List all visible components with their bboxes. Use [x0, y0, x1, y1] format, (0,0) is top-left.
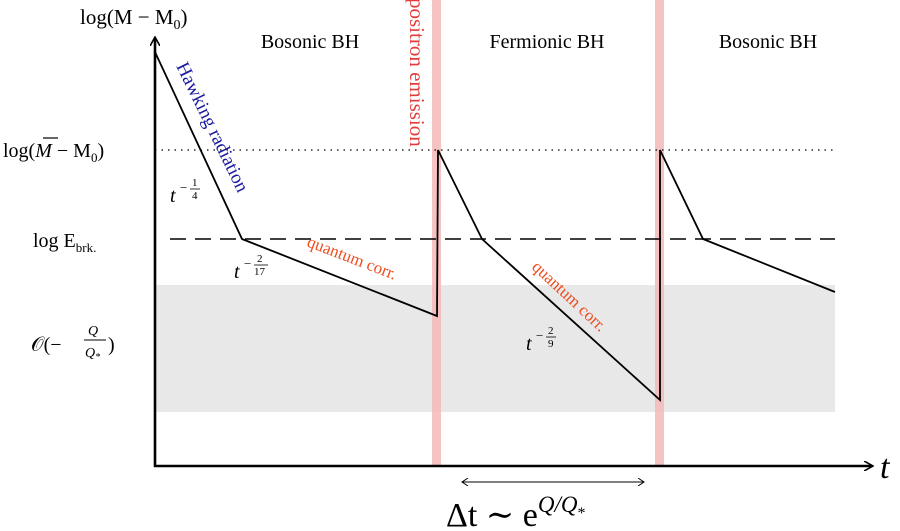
order-label: 𝒪(− — [31, 334, 62, 356]
svg-text:2: 2 — [257, 253, 263, 265]
svg-text:−: − — [536, 328, 543, 343]
y-axis-label: log(M − M0) — [80, 5, 188, 33]
ebrk-label: log Ebrk. — [33, 230, 96, 255]
svg-text:17: 17 — [254, 266, 266, 278]
order-den: Q* — [85, 346, 100, 363]
interval-label: Δt ∼ eQ/Q* — [446, 492, 586, 531]
svg-text:−: − — [244, 256, 251, 271]
phase-label-3: Bosonic BH — [719, 31, 817, 53]
exponent-quantum-1: t − 2 17 — [234, 253, 268, 283]
positron-label: positron emission — [405, 0, 429, 147]
exponent-quantum-2: t − 2 9 — [526, 325, 556, 355]
svg-text:t: t — [170, 185, 176, 207]
svg-text:2: 2 — [548, 325, 554, 337]
exponent-hawking: t − 1 4 — [170, 177, 200, 207]
mass-curve — [154, 51, 836, 403]
x-axis-label: t — [880, 449, 891, 486]
svg-text:−: − — [180, 180, 187, 195]
svg-text:1: 1 — [192, 177, 198, 189]
svg-text:t: t — [234, 261, 240, 283]
order-band — [155, 285, 835, 412]
mbar-label: log(M − M0) — [3, 140, 104, 165]
svg-text:t: t — [526, 333, 532, 355]
order-tail: ) — [108, 334, 115, 356]
phase-label-1: Bosonic BH — [261, 31, 359, 53]
svg-text:4: 4 — [192, 190, 198, 202]
phase-label-2: Fermionic BH — [490, 31, 605, 53]
order-num: Q — [88, 324, 98, 339]
svg-text:9: 9 — [548, 338, 554, 350]
positron-band-1 — [432, 0, 441, 465]
